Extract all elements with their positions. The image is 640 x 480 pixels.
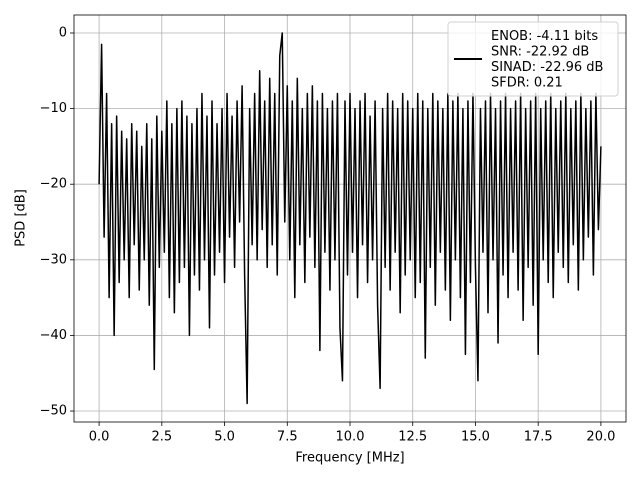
x-tick-label: 20.0 xyxy=(586,430,615,445)
x-tick-label: 15.0 xyxy=(461,430,490,445)
y-tick-label: −20 xyxy=(40,177,67,192)
y-axis-label: PSD [dB] xyxy=(14,189,29,247)
x-tick-label: 5.0 xyxy=(214,430,235,445)
x-tick-label: 7.5 xyxy=(277,430,298,445)
x-axis-label: Frequency [MHz] xyxy=(295,451,404,466)
y-tick-label: −50 xyxy=(40,404,67,419)
data-line xyxy=(98,32,602,405)
plot-frame xyxy=(73,14,627,423)
legend-box xyxy=(447,21,619,97)
x-tick-label: 0.0 xyxy=(89,430,110,445)
x-tick-label: 2.5 xyxy=(151,430,172,445)
x-tick-label: 10.0 xyxy=(336,430,365,445)
y-tick-label: 0 xyxy=(59,25,67,40)
x-tick-label: 12.5 xyxy=(398,430,427,445)
x-tick-label: 17.5 xyxy=(524,430,553,445)
y-tick-label: −30 xyxy=(40,252,67,267)
y-tick-label: −40 xyxy=(40,328,67,343)
y-tick-label: −10 xyxy=(40,101,67,116)
legend-label: ENOB: -4.11 bits SNR: -22.92 dB SINAD: -22… xyxy=(491,28,603,90)
